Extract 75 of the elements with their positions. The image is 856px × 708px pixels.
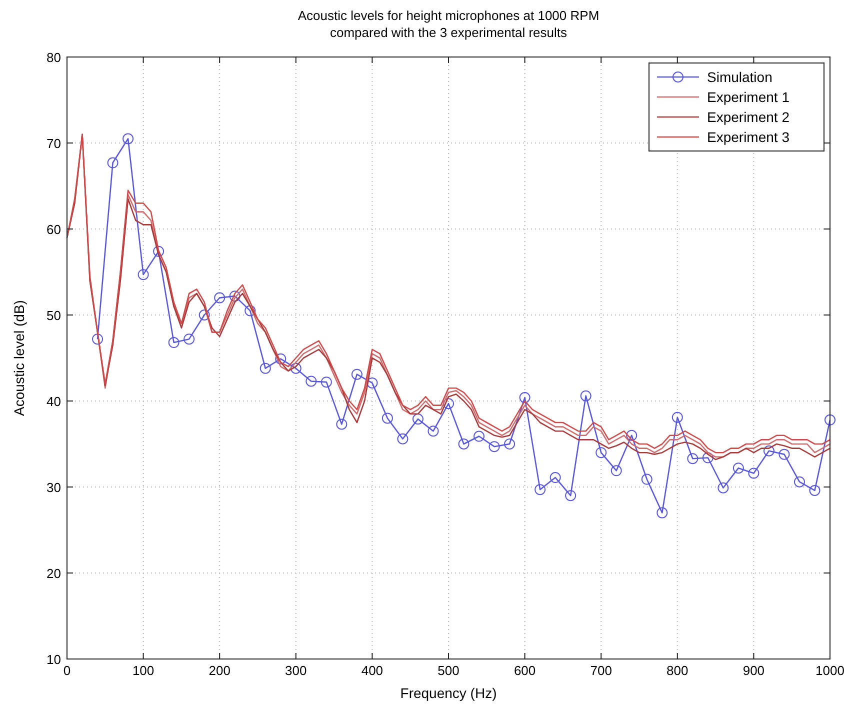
point	[138, 269, 149, 280]
point	[718, 482, 729, 494]
point	[351, 368, 362, 380]
point	[366, 377, 378, 388]
point	[519, 392, 530, 404]
point	[107, 157, 118, 168]
point	[412, 414, 424, 425]
point	[275, 353, 286, 364]
point	[672, 412, 683, 423]
y-tick-label: 80	[46, 50, 61, 65]
point	[656, 507, 668, 518]
point	[824, 414, 836, 426]
point	[565, 490, 576, 502]
y-tick-label: 70	[46, 136, 61, 151]
point	[534, 484, 546, 496]
x-tick-label: 400	[361, 663, 384, 678]
point	[443, 398, 454, 410]
point	[794, 476, 805, 488]
y-tick-label: 60	[46, 222, 61, 237]
point	[550, 472, 561, 484]
point	[320, 376, 332, 388]
point	[458, 438, 470, 450]
point	[474, 430, 485, 442]
y-tick-label: 50	[46, 308, 61, 323]
point	[198, 310, 210, 320]
x-tick-label: 900	[742, 663, 765, 678]
point	[229, 290, 240, 302]
point	[687, 453, 698, 464]
point	[626, 430, 638, 441]
y-tick-label: 30	[46, 480, 61, 495]
point	[504, 438, 516, 450]
point	[488, 441, 500, 452]
point	[214, 292, 226, 304]
y-axis-title: Acoustic level (dB)	[11, 300, 27, 416]
y-tick-label: 40	[46, 394, 61, 409]
x-tick-label: 0	[63, 663, 71, 678]
point	[732, 462, 744, 474]
point	[397, 433, 408, 444]
y-tick-label: 10	[46, 652, 61, 667]
legend-label: Experiment 2	[707, 109, 790, 125]
point	[428, 426, 439, 437]
x-axis-title: Frequency (Hz)	[400, 685, 497, 701]
point	[336, 418, 348, 430]
point	[260, 362, 271, 374]
chart-title: Acoustic levels for height microphones at 1000 RPM compared with the 3 experimental results	[298, 8, 600, 40]
point	[382, 412, 393, 424]
point	[290, 362, 302, 374]
y-tick-label: 20	[46, 566, 61, 581]
point	[122, 133, 134, 144]
x-tick-label: 100	[132, 663, 154, 678]
x-tick-label: 500	[438, 663, 460, 678]
point	[763, 445, 774, 456]
point	[244, 305, 256, 316]
x-tick-label: 200	[208, 663, 230, 678]
legend-label: Simulation	[707, 69, 772, 85]
legend-label: Experiment 3	[707, 129, 790, 145]
point	[641, 474, 652, 485]
point	[92, 334, 104, 345]
point	[809, 484, 820, 496]
point	[778, 448, 790, 460]
x-tick-label: 800	[666, 663, 688, 678]
point	[702, 452, 714, 464]
point	[610, 465, 622, 476]
point	[153, 246, 164, 257]
x-tick-label: 700	[590, 663, 612, 678]
point	[596, 447, 607, 458]
x-tick-label: 600	[514, 663, 536, 678]
point	[306, 376, 317, 387]
point	[168, 337, 180, 348]
point	[184, 334, 195, 345]
point	[580, 390, 592, 402]
point	[748, 468, 760, 479]
legend-label: Experiment 1	[707, 89, 790, 105]
x-tick-label: 300	[285, 663, 307, 678]
x-tick-label: 1000	[816, 663, 844, 678]
